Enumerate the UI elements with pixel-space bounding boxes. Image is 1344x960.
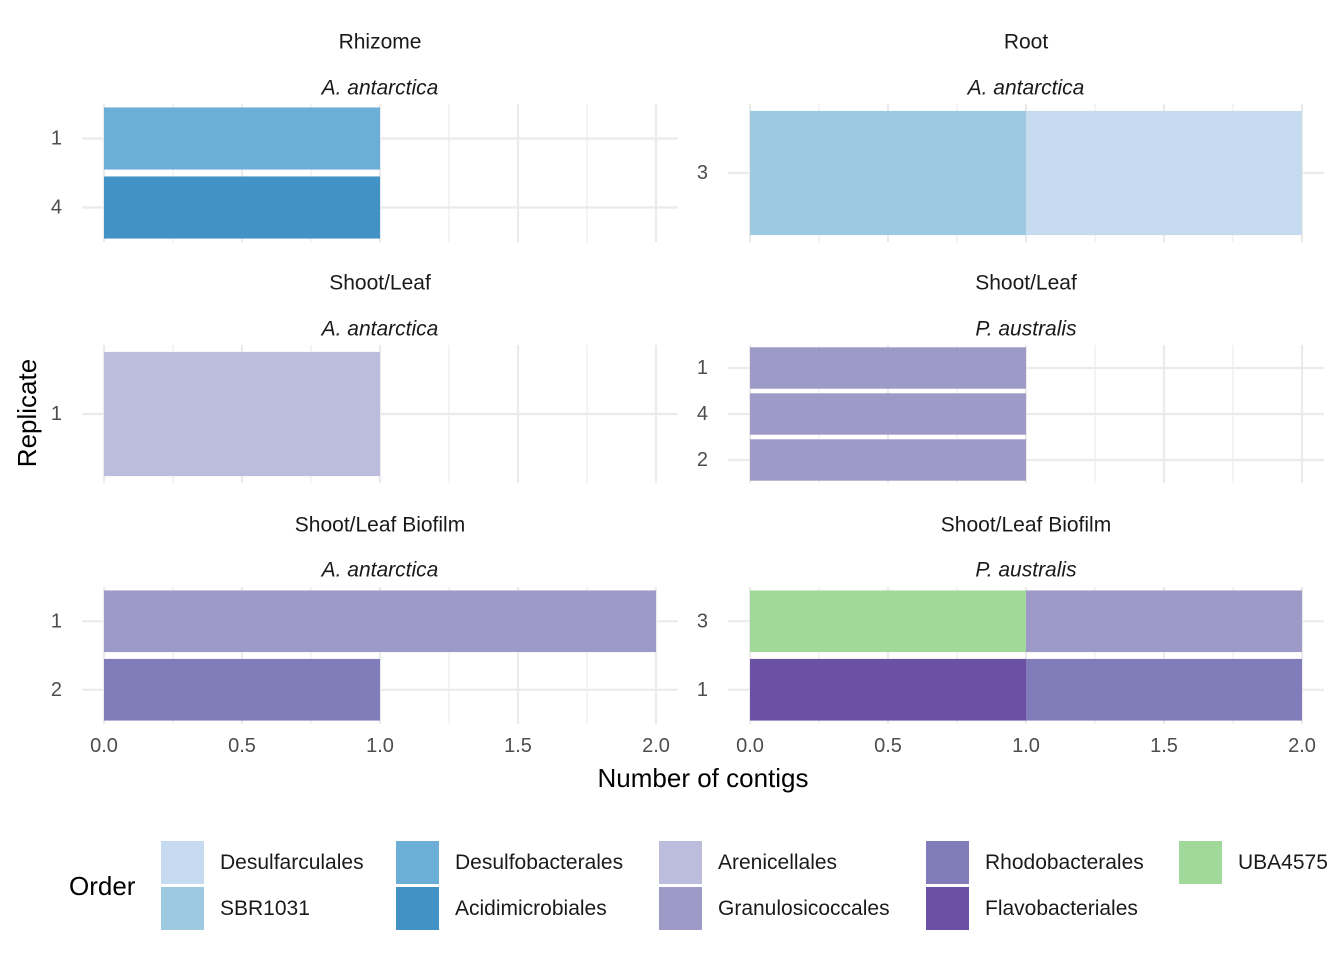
legend-label: SBR1031 <box>220 897 310 920</box>
bar-segment <box>750 393 1026 435</box>
panel: Shoot/Leaf Biofilm A. antarctica 1 2 0.0 0.5 1… <box>51 514 678 757</box>
panel: Shoot/Leaf A. antarctica 1 <box>51 272 678 483</box>
bar-segment <box>750 658 1026 721</box>
facet-strip-tissue: Shoot/Leaf <box>329 272 431 295</box>
bar-segment <box>104 176 380 239</box>
legend-key <box>161 841 204 884</box>
y-tick-label: 2 <box>697 449 708 471</box>
y-tick-label: 1 <box>697 679 708 701</box>
legend: Order Desulfarculales SBR1031 Desulfobacte… <box>69 841 1328 930</box>
bar-segment <box>1026 110 1302 236</box>
facet-strip-tissue: Shoot/Leaf Biofilm <box>941 514 1111 537</box>
x-tick-label: 1.0 <box>366 735 394 757</box>
x-tick-label: 1.5 <box>504 735 532 757</box>
legend-label: Acidimicrobiales <box>455 897 607 920</box>
y-tick-label: 1 <box>51 128 62 150</box>
y-tick-label: 1 <box>51 610 62 632</box>
chart-panels: Rhizome A. antarctica 1 4 Root A. antarctica 3… <box>51 31 1324 757</box>
bar-segment <box>1026 658 1302 721</box>
x-tick-label: 2.0 <box>1288 735 1316 757</box>
bar-segment <box>104 107 380 170</box>
legend-label: UBA4575 <box>1238 851 1328 874</box>
legend-label: Rhodobacterales <box>985 851 1144 874</box>
panel: Shoot/Leaf P. australis 1 4 2 <box>697 272 1324 483</box>
y-tick-label: 4 <box>697 403 708 425</box>
legend-key <box>1179 841 1222 884</box>
bar-segment <box>750 110 1026 236</box>
x-tick-label: 0.0 <box>736 735 764 757</box>
legend-label: Desulfarculales <box>220 851 364 874</box>
bar-segment <box>750 347 1026 389</box>
facet-strip-tissue: Root <box>1004 31 1049 54</box>
x-tick-label: 1.5 <box>1150 735 1178 757</box>
legend-label: Flavobacteriales <box>985 897 1138 920</box>
legend-key <box>659 841 702 884</box>
legend-key <box>926 887 969 930</box>
x-axis-title: Number of contigs <box>598 763 809 793</box>
facet-strip-species: A. antarctica <box>320 318 439 341</box>
x-tick-label: 0.0 <box>90 735 118 757</box>
facet-strip-tissue: Shoot/Leaf <box>975 272 1077 295</box>
x-tick-label: 0.5 <box>874 735 902 757</box>
facet-strip-tissue: Shoot/Leaf Biofilm <box>295 514 465 537</box>
facet-strip-species: P. australis <box>975 318 1077 341</box>
panel: Root A. antarctica 3 <box>697 31 1324 242</box>
facet-strip-species: A. antarctica <box>320 77 439 100</box>
y-axis-title: Replicate <box>12 359 42 467</box>
legend-label: Arenicellales <box>718 851 837 874</box>
panel: Rhizome A. antarctica 1 4 <box>51 31 678 242</box>
legend-key <box>396 841 439 884</box>
y-tick-label: 1 <box>697 357 708 379</box>
legend-key <box>396 887 439 930</box>
legend-title: Order <box>69 871 136 901</box>
y-tick-label: 1 <box>51 403 62 425</box>
facet-strip-tissue: Rhizome <box>339 31 422 54</box>
bar-segment <box>750 590 1026 653</box>
y-tick-label: 3 <box>697 610 708 632</box>
facet-strip-species: A. antarctica <box>320 559 439 582</box>
legend-key <box>161 887 204 930</box>
bar-segment <box>104 658 380 721</box>
x-tick-label: 0.5 <box>228 735 256 757</box>
legend-label: Granulosicoccales <box>718 897 890 920</box>
facet-strip-species: A. antarctica <box>966 77 1085 100</box>
panel: Shoot/Leaf Biofilm P. australis 3 1 0.0 0.5 1.… <box>697 514 1324 757</box>
bar-segment <box>1026 590 1302 653</box>
bar-segment <box>104 590 656 653</box>
legend-label: Desulfobacterales <box>455 851 623 874</box>
facet-strip-species: P. australis <box>975 559 1077 582</box>
bar-segment <box>750 439 1026 481</box>
legend-key <box>926 841 969 884</box>
x-tick-label: 1.0 <box>1012 735 1040 757</box>
y-tick-label: 3 <box>697 162 708 184</box>
bar-segment <box>104 351 380 477</box>
y-tick-label: 2 <box>51 679 62 701</box>
y-tick-label: 4 <box>51 197 62 219</box>
legend-key <box>659 887 702 930</box>
x-tick-label: 2.0 <box>642 735 670 757</box>
